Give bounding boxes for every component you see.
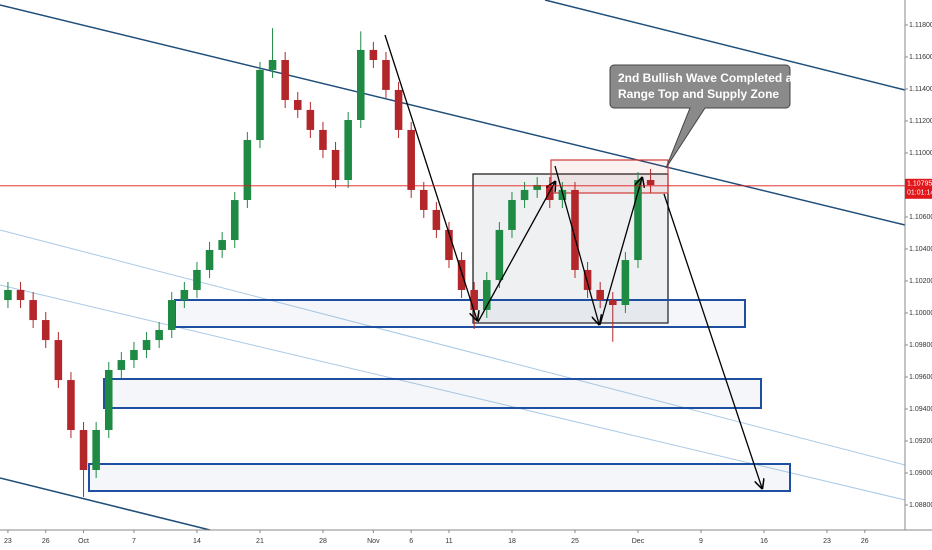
candle-body [256,69,264,141]
y-tick-label: 1.11600 [909,54,932,61]
candle-body [29,300,37,321]
y-tick-label: 1.09400 [909,406,932,413]
candle-body [79,429,88,470]
x-tick-label: 7 [132,538,136,545]
y-tick-label: 1.09800 [909,342,932,349]
candle-body [356,49,365,121]
candle-body [167,300,176,330]
price-axis [905,0,932,550]
x-tick-label: 16 [760,538,768,545]
candle-body [419,189,428,210]
callout: 2nd Bullish Wave Completed at Range Top a… [609,64,796,169]
y-tick-label: 1.10600 [909,214,932,221]
candle-body [470,289,478,310]
candle-body [432,209,441,230]
candle-body [407,129,415,190]
candle-body [306,109,315,130]
candle-body [319,129,327,150]
candle-body [583,269,592,290]
x-tick-label: 11 [445,538,452,545]
candle-body [92,429,100,470]
candle-body [230,200,239,241]
x-tick-label: Oct [78,538,89,545]
last-price-box [905,178,932,199]
x-tick-label: 6 [409,538,413,545]
candle-body [67,380,75,430]
channel-line [0,229,906,466]
candle-body [596,289,604,301]
candle-body [41,320,50,341]
demand-zone [88,463,791,492]
wave-arrows [384,34,762,488]
x-tick-label: Nov [367,538,380,545]
candle-body [344,120,352,181]
annotation-text: 2nd Bullish Wave Completed at Range Top a… [618,71,796,101]
y-tick-label: 1.11400 [909,86,932,93]
candle-body [482,280,491,310]
candle-body [281,60,289,101]
x-tick-label: 26 [861,538,869,545]
y-tick-label: 1.10000 [909,310,932,317]
y-tick-label: 1.09000 [909,470,932,477]
y-tick-label: 1.11000 [909,150,932,157]
x-tick-label: 9 [699,538,703,545]
x-tick-label: 23 [823,538,831,545]
x-tick-label: 21 [256,538,264,545]
trend-line [544,0,906,91]
y-tick-label: 1.08800 [909,502,932,509]
last-price-label: 1.10795 [907,181,932,188]
y-tick-label: 1.10200 [909,278,932,285]
candle-body [646,180,655,185]
trend-line [0,477,211,531]
y-tick-label: 1.11200 [909,118,932,125]
candle-body [571,189,579,270]
candle-body [558,189,567,201]
candle-body [155,329,163,341]
candle-body [142,340,151,350]
x-tick-label: Dec [632,538,645,545]
candle-body [457,260,466,290]
candle-body [609,300,617,306]
candle-body [495,229,504,281]
candle-body [382,60,390,90]
candle-body [394,89,403,130]
candle-body [205,249,214,270]
x-tick-label: 14 [193,538,201,545]
candle-body [54,340,63,381]
candle-body [634,180,642,261]
y-tick-label: 1.11800 [909,22,932,29]
y-tick-label: 1.09200 [909,438,932,445]
supply-zone [550,159,669,194]
candle-body [130,349,138,361]
candle-body [180,289,189,301]
candle-body [16,289,25,301]
candle-body [293,100,302,110]
demand-zone [103,378,762,409]
y-tick-label: 1.09600 [909,374,932,381]
candle-body [533,184,541,190]
candle-body [369,49,378,61]
trend-line [0,4,906,226]
countdown-label: 01:01:14 [907,190,932,197]
candle-body [243,140,252,201]
candle-body [621,260,630,306]
candle-body [104,369,113,430]
x-tick-label: 23 [4,538,12,545]
candle-body [193,269,201,290]
y-tick-label: 1.10400 [909,246,932,253]
candle-body [117,360,126,370]
x-tick-label: 26 [42,538,50,545]
demand-zone [174,299,746,328]
candle-body [445,229,453,261]
candle-body [520,189,529,201]
x-tick-label: 18 [508,538,516,545]
x-tick-label: 28 [319,538,327,545]
candle-body [331,149,340,181]
candle-body [4,289,12,301]
x-tick-label: 25 [571,538,579,545]
candle-body [268,60,277,70]
candle-body [508,200,516,230]
candle-body [218,240,226,250]
